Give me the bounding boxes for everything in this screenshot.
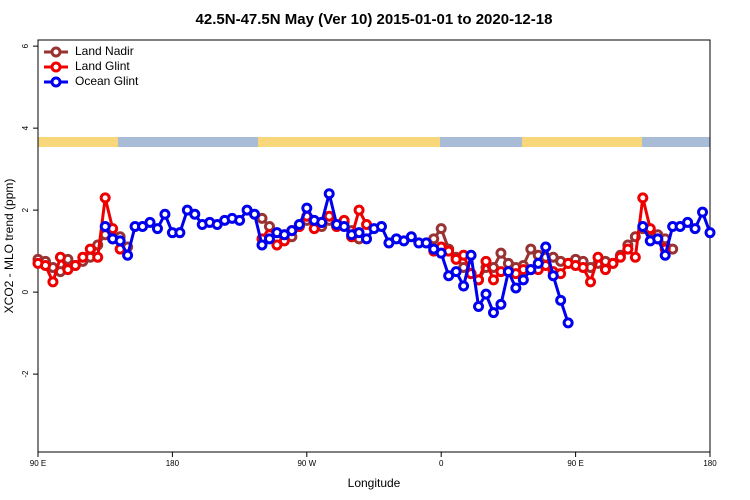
x-tick-label: 0 xyxy=(439,459,444,468)
point xyxy=(540,241,552,253)
point xyxy=(480,255,492,267)
point xyxy=(323,210,335,222)
point xyxy=(249,208,261,220)
point xyxy=(144,216,156,228)
point xyxy=(585,276,597,288)
point xyxy=(338,221,350,233)
point xyxy=(659,249,671,261)
point xyxy=(682,216,694,228)
point xyxy=(637,221,649,233)
point xyxy=(689,223,701,235)
point xyxy=(174,227,186,239)
point xyxy=(420,237,432,249)
point xyxy=(263,233,275,245)
point xyxy=(353,227,365,239)
point xyxy=(577,262,589,274)
point xyxy=(458,280,470,292)
point xyxy=(84,243,96,255)
point xyxy=(450,266,462,278)
point xyxy=(622,243,634,255)
point xyxy=(435,247,447,259)
point xyxy=(293,218,305,230)
point xyxy=(69,259,81,271)
point xyxy=(704,227,716,239)
x-tick-label: 90 W xyxy=(297,459,316,468)
point xyxy=(517,274,529,286)
point xyxy=(487,307,499,319)
point xyxy=(547,270,559,282)
point xyxy=(323,188,335,200)
chart-title: 42.5N-47.5N May (Ver 10) 2015-01-01 to 2… xyxy=(196,11,553,28)
point xyxy=(301,202,313,214)
land-sea-strip xyxy=(38,137,710,147)
y-tick-label: -2 xyxy=(21,370,30,378)
y-tick-label: 4 xyxy=(21,125,30,130)
point xyxy=(502,266,514,278)
point xyxy=(316,216,328,228)
point xyxy=(353,204,365,216)
point xyxy=(54,251,66,263)
x-tick-label: 90 E xyxy=(567,459,583,468)
x-tick-label: 90 E xyxy=(30,459,46,468)
point xyxy=(375,221,387,233)
x-tick-label: 180 xyxy=(703,459,717,468)
point xyxy=(435,223,447,235)
point xyxy=(47,276,59,288)
point xyxy=(652,233,664,245)
y-tick-label: 6 xyxy=(21,43,30,48)
legend-marker xyxy=(50,76,62,88)
point xyxy=(495,247,507,259)
point xyxy=(473,300,485,312)
point xyxy=(92,251,104,263)
x-axis-label: Longitude xyxy=(348,476,401,490)
point xyxy=(525,264,537,276)
x-tick-label: 180 xyxy=(166,459,180,468)
point xyxy=(361,233,373,245)
point xyxy=(77,251,89,263)
point xyxy=(629,251,641,263)
point xyxy=(487,274,499,286)
point xyxy=(234,214,246,226)
legend-label: Ocean Glint xyxy=(75,74,139,88)
legend-label: Land Nadir xyxy=(75,44,134,58)
point xyxy=(256,239,268,251)
point xyxy=(39,259,51,271)
point xyxy=(99,221,111,233)
point xyxy=(532,257,544,269)
legend-label: Land Glint xyxy=(75,59,130,73)
point xyxy=(122,249,134,261)
point xyxy=(480,288,492,300)
point xyxy=(286,225,298,237)
y-axis-label: XCO2 - MLO trend (ppm) xyxy=(2,179,16,314)
point xyxy=(614,251,626,263)
point xyxy=(189,208,201,220)
point xyxy=(465,249,477,261)
point xyxy=(151,223,163,235)
y-tick-label: 2 xyxy=(21,207,30,212)
point xyxy=(405,231,417,243)
point xyxy=(697,206,709,218)
point xyxy=(555,294,567,306)
point xyxy=(562,317,574,329)
y-tick-label: 0 xyxy=(21,289,30,294)
plot-frame xyxy=(37,39,711,453)
point xyxy=(637,192,649,204)
point xyxy=(525,243,537,255)
point xyxy=(599,264,611,276)
point xyxy=(99,192,111,204)
point xyxy=(592,251,604,263)
point xyxy=(607,257,619,269)
point xyxy=(495,298,507,310)
point xyxy=(510,282,522,294)
legend-marker xyxy=(50,46,62,58)
point xyxy=(159,208,171,220)
point xyxy=(114,235,126,247)
legend-marker xyxy=(50,61,62,73)
